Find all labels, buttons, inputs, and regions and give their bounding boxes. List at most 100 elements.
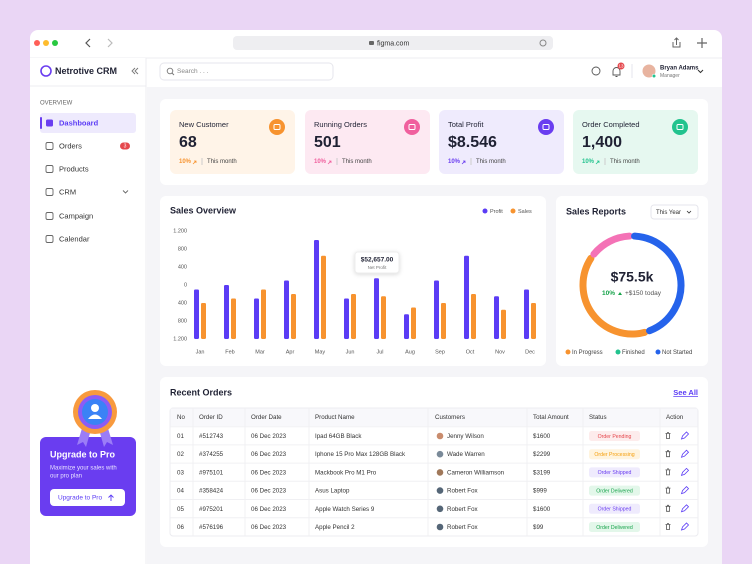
upgrade-text: Maximize your sales with [50,466,117,472]
bar [284,280,289,339]
table-cell: #576196 [199,524,224,531]
bar [404,314,409,339]
see-all-link[interactable]: See All [673,388,698,397]
bar [374,278,379,339]
stat-change-arrow [461,160,466,165]
delete-icon[interactable] [665,468,671,476]
user-name: Bryan Adams [660,66,699,72]
search-placeholder: Search . . . [177,68,209,75]
status-label: Order Delivered [596,488,633,494]
table-cell: 06 Dec 2023 [251,506,287,513]
table-frame [169,407,699,537]
window-dot [52,40,58,46]
report-total: $75.5k [611,269,654,285]
bell-icon[interactable] [612,67,621,77]
share-icon[interactable] [672,37,681,48]
column-header: Status [589,414,607,421]
upgrade-button[interactable] [50,489,125,506]
reload-icon[interactable] [539,39,547,47]
bar [434,280,439,339]
delete-icon[interactable] [665,432,671,439]
menu-active-bg [40,113,136,133]
x-tick-label: Apr [286,349,295,355]
period-label[interactable]: This Year [656,210,681,216]
bar [494,296,499,339]
table-cell: Apple Pencil 2 [315,524,355,531]
edit-icon[interactable] [680,486,690,495]
upgrade-arrow [108,494,114,501]
menu-item[interactable]: Dashboard [59,118,99,127]
bar [411,307,416,339]
table-cell: 06 Dec 2023 [251,451,287,458]
user-menu-chevron[interactable] [697,69,704,74]
delete-icon[interactable] [665,486,671,494]
stat-period: This month [207,159,237,165]
legend-dot [510,208,516,214]
stat-icon [538,119,554,135]
delete-icon[interactable] [665,450,671,458]
legend-label: In Progress [572,350,603,356]
delete-icon[interactable] [665,504,671,512]
search-box[interactable] [159,62,334,81]
edit-icon[interactable] [680,504,690,513]
upgrade-button-label[interactable]: Upgrade to Pro [58,495,102,502]
tooltip-box [354,251,400,274]
table-cell: 06 Dec 2023 [251,524,287,531]
customer-avatar [436,432,444,440]
table-cell: 06 [177,524,184,531]
stat-card [439,110,564,174]
edit-icon[interactable] [680,449,690,458]
stat-change: 10% [314,159,327,165]
edit-icon[interactable] [680,522,690,531]
legend-dot [615,349,621,355]
y-tick-label: 1.200 [173,228,187,234]
bar [344,298,349,339]
menu-item[interactable]: Orders [59,141,82,150]
x-tick-label: May [315,349,326,355]
table-cell: Asus Laptop [315,488,350,495]
new-tab-icon[interactable] [697,38,707,48]
bar [351,294,356,339]
stat-period: This month [476,159,506,165]
bar [441,303,446,339]
menu-item[interactable]: Campaign [59,211,93,220]
bar [201,303,206,339]
stat-period: This month [610,159,640,165]
bar [471,294,476,339]
forward-button[interactable] [107,38,113,48]
delete-icon[interactable] [665,523,671,530]
edit-icon[interactable] [680,467,690,477]
chat-icon[interactable] [591,66,601,76]
period-select[interactable] [650,204,699,220]
table-cell: $2299 [533,451,551,458]
customer-avatar [436,523,444,531]
menu-item[interactable]: Products [59,164,89,173]
table-cell: $1600 [533,433,551,440]
table-cell: $999 [533,488,547,495]
table-cell: $3199 [533,469,551,476]
edit-icon[interactable] [680,431,690,440]
table-cell: Ipad 64GB Black [315,433,362,440]
legend-label: Profit [490,209,503,215]
back-button[interactable] [85,38,91,48]
table-cell: #975101 [199,469,224,476]
x-tick-label: Feb [225,349,234,355]
x-tick-label: Jun [346,349,355,355]
menu-item[interactable]: CRM [59,187,76,196]
brand-name: Netrotive CRM [55,66,117,76]
collapse-icon[interactable] [131,67,139,75]
status-pill [589,522,640,532]
user-avatar[interactable] [642,64,656,78]
table-cell: 01 [177,433,184,440]
x-tick-label: Sep [435,349,445,355]
brand-logo [40,65,52,77]
column-header: Order Date [251,414,282,421]
legend-label: Sales [518,209,532,215]
menu-item[interactable]: Calendar [59,234,90,243]
stat-label: Order Completed [582,120,640,129]
y-tick-label: 400 [178,300,187,306]
url-bar[interactable] [233,36,553,50]
stat-icon-glyph [542,124,550,130]
table-cell: $99 [533,524,544,531]
user-role: Manager [660,73,680,79]
